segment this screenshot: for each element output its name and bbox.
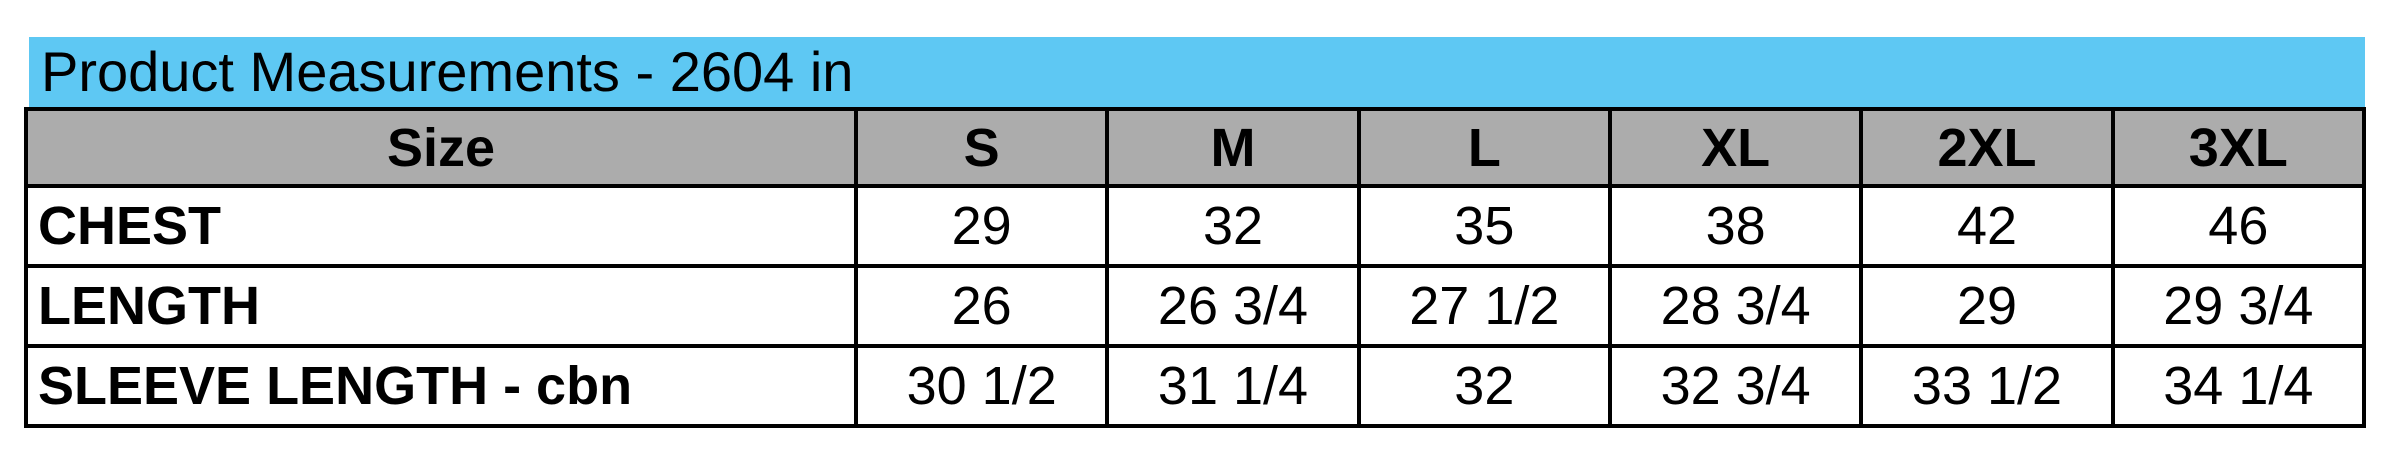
row-label-length: LENGTH — [24, 264, 858, 348]
cell-chest-m: 32 — [1105, 184, 1361, 268]
cell-length-s: 26 — [853, 264, 1110, 348]
measurements-table: Size S M L XL 2XL 3XL CHEST 29 32 35 38 … — [24, 107, 2367, 428]
cell-sleeve-3xl: 34 1/4 — [2110, 344, 2367, 428]
header-cell-3xl: 3XL — [2110, 107, 2367, 188]
header-cell-size: Size — [24, 107, 858, 188]
cell-length-xl: 28 3/4 — [1607, 264, 1864, 348]
cell-length-3xl: 29 3/4 — [2110, 264, 2367, 348]
header-cell-m: M — [1105, 107, 1361, 188]
cell-length-m: 26 3/4 — [1105, 264, 1361, 348]
cell-length-2xl: 29 — [1859, 264, 2115, 348]
cell-sleeve-xl: 32 3/4 — [1607, 344, 1864, 428]
cell-chest-2xl: 42 — [1859, 184, 2115, 268]
header-cell-s: S — [853, 107, 1110, 188]
header-cell-l: L — [1356, 107, 1612, 188]
header-cell-xl: XL — [1607, 107, 1864, 188]
cell-chest-xl: 38 — [1607, 184, 1864, 268]
cell-sleeve-m: 31 1/4 — [1105, 344, 1361, 428]
table-row-sleeve-length: SLEEVE LENGTH - cbn 30 1/2 31 1/4 32 32 … — [24, 344, 2367, 428]
cell-sleeve-2xl: 33 1/2 — [1859, 344, 2115, 428]
title-bar: Product Measurements - 2604 in — [29, 37, 2365, 107]
table-header-row: Size S M L XL 2XL 3XL — [24, 107, 2367, 188]
header-cell-2xl: 2XL — [1859, 107, 2115, 188]
cell-sleeve-l: 32 — [1356, 344, 1612, 428]
table-row-chest: CHEST 29 32 35 38 42 46 — [24, 184, 2367, 268]
cell-chest-l: 35 — [1356, 184, 1612, 268]
cell-chest-s: 29 — [853, 184, 1110, 268]
cell-length-l: 27 1/2 — [1356, 264, 1612, 348]
row-label-sleeve-length: SLEEVE LENGTH - cbn — [24, 344, 858, 428]
row-label-chest: CHEST — [24, 184, 858, 268]
table-row-length: LENGTH 26 26 3/4 27 1/2 28 3/4 29 29 3/4 — [24, 264, 2367, 348]
cell-chest-3xl: 46 — [2110, 184, 2367, 268]
page-title: Product Measurements - 2604 in — [41, 40, 854, 103]
cell-sleeve-s: 30 1/2 — [853, 344, 1110, 428]
